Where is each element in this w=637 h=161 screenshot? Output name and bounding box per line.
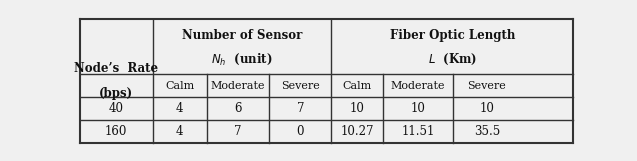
Text: Calm: Calm bbox=[165, 81, 194, 91]
Text: 7: 7 bbox=[297, 102, 304, 115]
Text: Severe: Severe bbox=[281, 81, 320, 91]
Text: 6: 6 bbox=[234, 102, 242, 115]
Text: Fiber Optic Length: Fiber Optic Length bbox=[390, 29, 515, 42]
Text: Calm: Calm bbox=[343, 81, 372, 91]
Text: 160: 160 bbox=[105, 125, 127, 138]
Text: Severe: Severe bbox=[468, 81, 506, 91]
Text: 10.27: 10.27 bbox=[340, 125, 374, 138]
Text: $N_h$  (unit): $N_h$ (unit) bbox=[211, 52, 273, 67]
Text: 35.5: 35.5 bbox=[474, 125, 500, 138]
Text: 4: 4 bbox=[176, 102, 183, 115]
Text: 4: 4 bbox=[176, 125, 183, 138]
Text: 11.51: 11.51 bbox=[401, 125, 434, 138]
Text: Moderate: Moderate bbox=[390, 81, 445, 91]
Text: Number of Sensor: Number of Sensor bbox=[182, 29, 302, 42]
Text: Moderate: Moderate bbox=[211, 81, 266, 91]
Text: 10: 10 bbox=[480, 102, 494, 115]
Text: 7: 7 bbox=[234, 125, 242, 138]
Text: $L$  (Km): $L$ (Km) bbox=[427, 52, 477, 67]
Text: 0: 0 bbox=[297, 125, 304, 138]
Text: 40: 40 bbox=[109, 102, 124, 115]
Text: (bps): (bps) bbox=[99, 87, 133, 100]
Text: 10: 10 bbox=[411, 102, 426, 115]
Text: Node’s  Rate: Node’s Rate bbox=[74, 62, 158, 75]
Text: 10: 10 bbox=[350, 102, 364, 115]
